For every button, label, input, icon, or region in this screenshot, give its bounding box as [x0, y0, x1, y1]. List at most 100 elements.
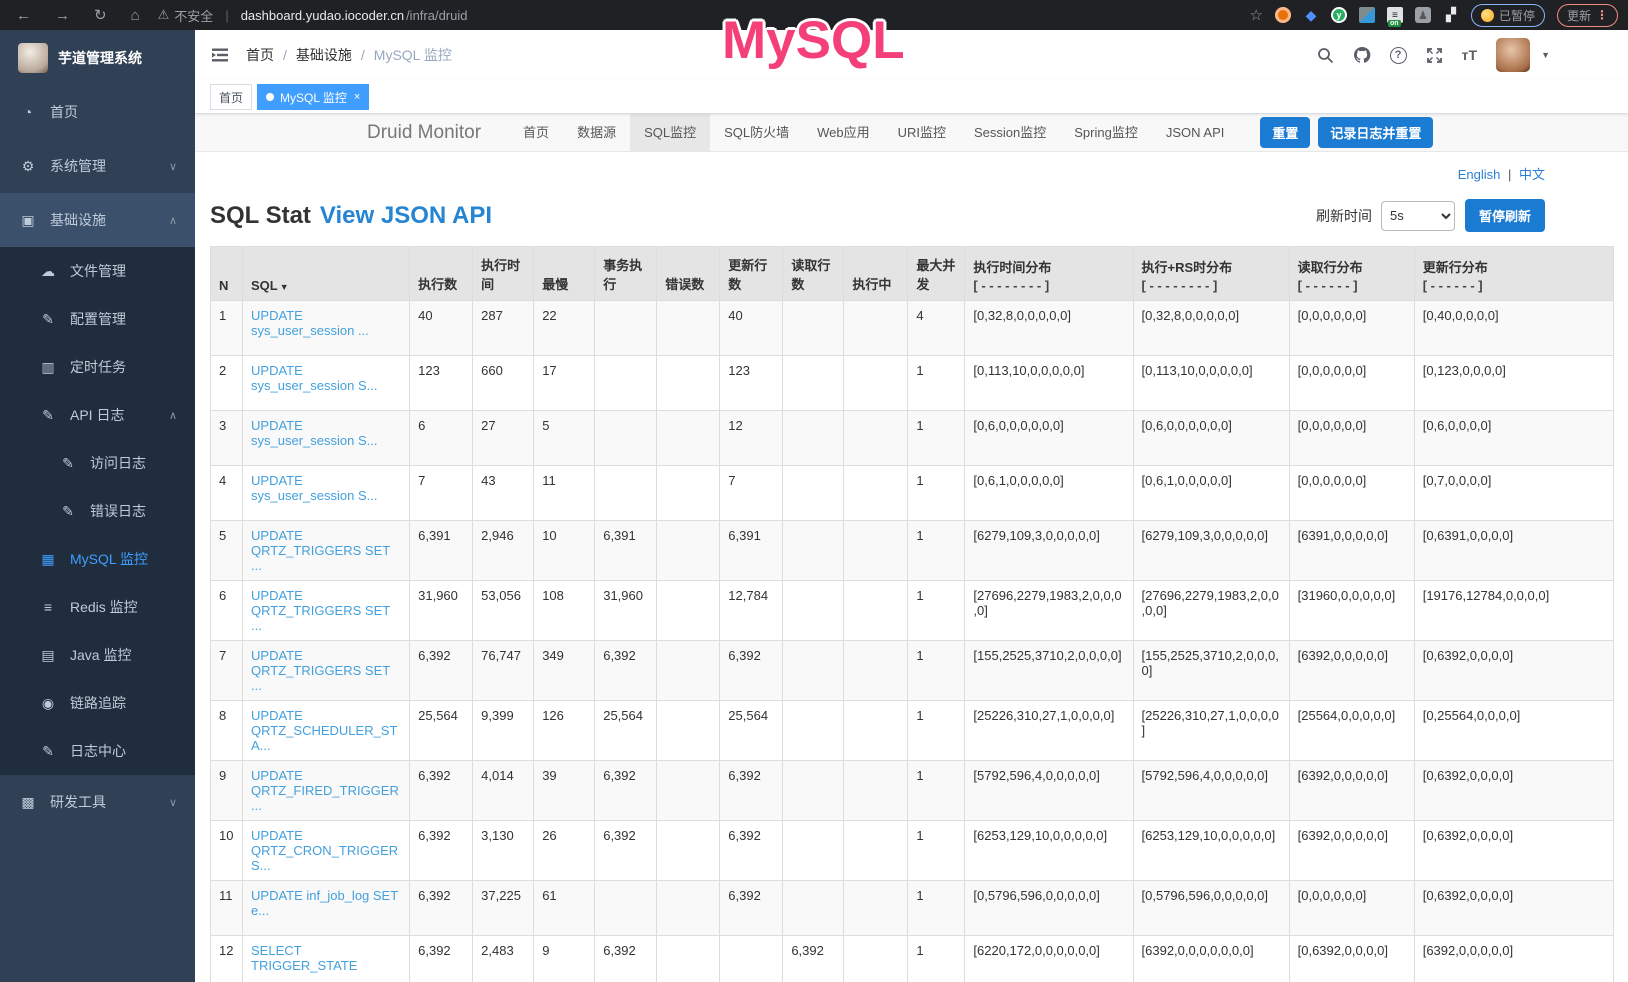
sql-statement-link[interactable]: UPDATE QRTZ_TRIGGERS SET ... — [251, 588, 390, 633]
sidebar-item-配置管理[interactable]: ✎ 配置管理 — [0, 295, 195, 343]
sql-statement-link[interactable]: UPDATE QRTZ_TRIGGERS SET ... — [251, 528, 390, 573]
table-cell — [656, 820, 721, 881]
sidebar-item-系统管理[interactable]: ⚙ 系统管理 ∨ — [0, 139, 195, 193]
lang-english-link[interactable]: English — [1457, 167, 1501, 182]
sidebar-item-访问日志[interactable]: ✎ 访问日志 — [0, 439, 195, 487]
sql-statement-link[interactable]: UPDATE QRTZ_CRON_TRIGGERS... — [251, 828, 399, 873]
user-avatar[interactable] — [1496, 38, 1531, 72]
druid-nav-sql防火墙[interactable]: SQL防火墙 — [724, 125, 790, 140]
sort-desc-icon[interactable]: ▼ — [279, 282, 289, 292]
browser-home-icon[interactable]: ⌂ — [130, 6, 140, 24]
sidebar-item-错误日志[interactable]: ✎ 错误日志 — [0, 487, 195, 535]
paused-indicator[interactable]: 已暂停 — [1470, 3, 1545, 27]
sql-statement-link[interactable]: SELECT TRIGGER_STATE — [251, 943, 358, 973]
extension-gem-icon[interactable]: ◆ — [1305, 6, 1317, 23]
extension-squares-icon[interactable] — [1358, 7, 1375, 23]
hamburger-icon[interactable] — [210, 45, 230, 65]
table-cell: 26 — [533, 820, 596, 881]
table-cell: [5792,596,4,0,0,0,0,0] — [1132, 760, 1290, 821]
druid-nav-spring监控[interactable]: Spring监控 — [1074, 125, 1138, 140]
fullscreen-icon[interactable] — [1426, 47, 1443, 64]
log-and-reset-button[interactable]: 记录日志并重置 — [1318, 117, 1434, 148]
table-cell: 123 — [409, 355, 474, 411]
sidebar-item-链路追踪[interactable]: ◉ 链路追踪 — [0, 679, 195, 727]
sidebar-item-api-日志[interactable]: ✎ API 日志 ∧ — [0, 391, 195, 439]
histogram-bracket-label: [ - - - - - - - - ] — [1141, 278, 1218, 293]
sql-statement-link[interactable]: UPDATE sys_user_session S... — [251, 418, 378, 448]
extension-person-icon[interactable]: ♟ — [1414, 7, 1431, 23]
sql-statement-link[interactable]: UPDATE inf_job_log SET e... — [251, 888, 398, 918]
sql-statement-link[interactable]: UPDATE sys_user_session ... — [251, 308, 369, 338]
sidebar-item-文件管理[interactable]: ☁ 文件管理 — [0, 247, 195, 295]
breadcrumb-infra[interactable]: 基础设施 — [295, 47, 352, 63]
refresh-interval-select[interactable]: 5s — [1380, 200, 1455, 231]
extensions-puzzle-icon[interactable]: ▞ — [1445, 7, 1456, 22]
table-cell: UPDATE QRTZ_TRIGGERS SET ... — [242, 580, 411, 641]
chrome-update-button[interactable]: 更新 ⋮ — [1556, 3, 1618, 27]
extension-orange-icon[interactable] — [1274, 7, 1291, 23]
sidebar-item-首页[interactable]: ◔ 首页 — [0, 85, 195, 139]
tab-mysql-监控[interactable]: MySQL 监控 × — [257, 84, 370, 110]
reset-button[interactable]: 重置 — [1260, 117, 1311, 148]
lang-chinese-link[interactable]: 中文 — [1518, 167, 1545, 182]
table-cell — [782, 410, 845, 466]
tab-label: MySQL 监控 — [280, 90, 347, 105]
app-logo[interactable]: 芋道管理系统 — [0, 30, 195, 85]
cloud-upload-icon: ☁ — [41, 262, 55, 279]
sidebar-item-研发工具[interactable]: ▩ 研发工具 ∨ — [0, 775, 195, 829]
column-header-执行数: 执行数 — [409, 246, 474, 301]
column-header-SQL[interactable]: SQL ▼ — [242, 246, 411, 301]
help-icon[interactable]: ? — [1389, 46, 1407, 64]
sidebar-item-mysql-监控[interactable]: ▦ MySQL 监控 — [0, 535, 195, 583]
sidebar-item-日志中心[interactable]: ✎ 日志中心 — [0, 727, 195, 775]
tab-close-icon[interactable]: × — [353, 91, 361, 103]
table-cell — [656, 760, 721, 821]
browser-back-icon[interactable]: ← — [16, 6, 31, 24]
sidebar-item-定时任务[interactable]: ▥ 定时任务 — [0, 343, 195, 391]
table-cell: [6220,172,0,0,0,0,0,0] — [964, 935, 1134, 982]
browser-menu-icon[interactable]: ⋮ — [1596, 8, 1608, 22]
extension-green-icon[interactable]: y — [1330, 7, 1347, 23]
druid-nav-session监控[interactable]: Session监控 — [974, 125, 1047, 140]
druid-nav-sql监控[interactable]: SQL监控 — [630, 114, 711, 152]
table-cell: [0,6392,0,0,0,0] — [1413, 880, 1615, 936]
search-icon[interactable] — [1317, 47, 1334, 64]
table-cell: [0,5796,596,0,0,0,0,0] — [964, 880, 1134, 936]
avatar-caret-icon[interactable]: ▼ — [1541, 50, 1550, 60]
sidebar-item-java-监控[interactable]: ▤ Java 监控 — [0, 631, 195, 679]
druid-nav-uri监控[interactable]: URI监控 — [897, 125, 946, 140]
sql-statement-link[interactable]: UPDATE QRTZ_FIRED_TRIGGER... — [251, 768, 399, 813]
pause-refresh-button[interactable]: 暂停刷新 — [1464, 199, 1545, 232]
sql-statement-link[interactable]: UPDATE sys_user_session S... — [251, 363, 378, 393]
table-cell: [6392,0,0,0,0,0] — [1288, 760, 1415, 821]
table-cell: [25226,310,27,1,0,0,0,0] — [964, 700, 1134, 761]
extension-list-icon[interactable]: ≡ on — [1386, 7, 1403, 27]
tab-首页[interactable]: 首页 — [210, 84, 253, 110]
sidebar-item-redis-监控[interactable]: ≡ Redis 监控 — [0, 583, 195, 631]
browser-reload-icon[interactable]: ↻ — [94, 7, 107, 24]
druid-brand[interactable]: Druid Monitor — [367, 121, 482, 143]
edit-icon: ✎ — [62, 502, 74, 519]
druid-nav-首页[interactable]: 首页 — [523, 125, 550, 140]
table-cell: UPDATE QRTZ_FIRED_TRIGGER... — [242, 760, 411, 821]
table-cell: 12,784 — [719, 580, 784, 641]
view-json-api-link[interactable]: View JSON API — [319, 201, 492, 229]
font-size-icon[interactable]: тT — [1461, 47, 1478, 63]
table-cell: 40 — [409, 300, 474, 356]
breadcrumb-home[interactable]: 首页 — [246, 47, 274, 63]
table-cell: 4 — [907, 300, 966, 356]
druid-nav-数据源[interactable]: 数据源 — [577, 125, 617, 140]
druid-nav-web应用[interactable]: Web应用 — [817, 125, 870, 140]
sql-statement-link[interactable]: UPDATE QRTZ_TRIGGERS SET ... — [251, 648, 390, 693]
column-header-label: 最慢 — [542, 277, 569, 292]
sql-statement-link[interactable]: UPDATE QRTZ_SCHEDULER_STA... — [251, 708, 398, 753]
table-cell: 3 — [209, 410, 244, 466]
sidebar-item-基础设施[interactable]: ▣ 基础设施 ∧ — [0, 193, 195, 247]
security-warning-icon[interactable]: ⚠ 不安全 — [157, 7, 214, 24]
github-icon[interactable] — [1353, 46, 1371, 64]
bookmark-star-icon[interactable]: ☆ — [1249, 7, 1263, 24]
druid-nav-json-api[interactable]: JSON API — [1165, 125, 1225, 140]
address-bar[interactable]: ⚠ 不安全 | dashboard.yudao.iocoder.cn/infra… — [158, 6, 1250, 25]
sql-statement-link[interactable]: UPDATE sys_user_session S... — [251, 473, 378, 503]
browser-forward-icon[interactable]: → — [55, 6, 70, 24]
